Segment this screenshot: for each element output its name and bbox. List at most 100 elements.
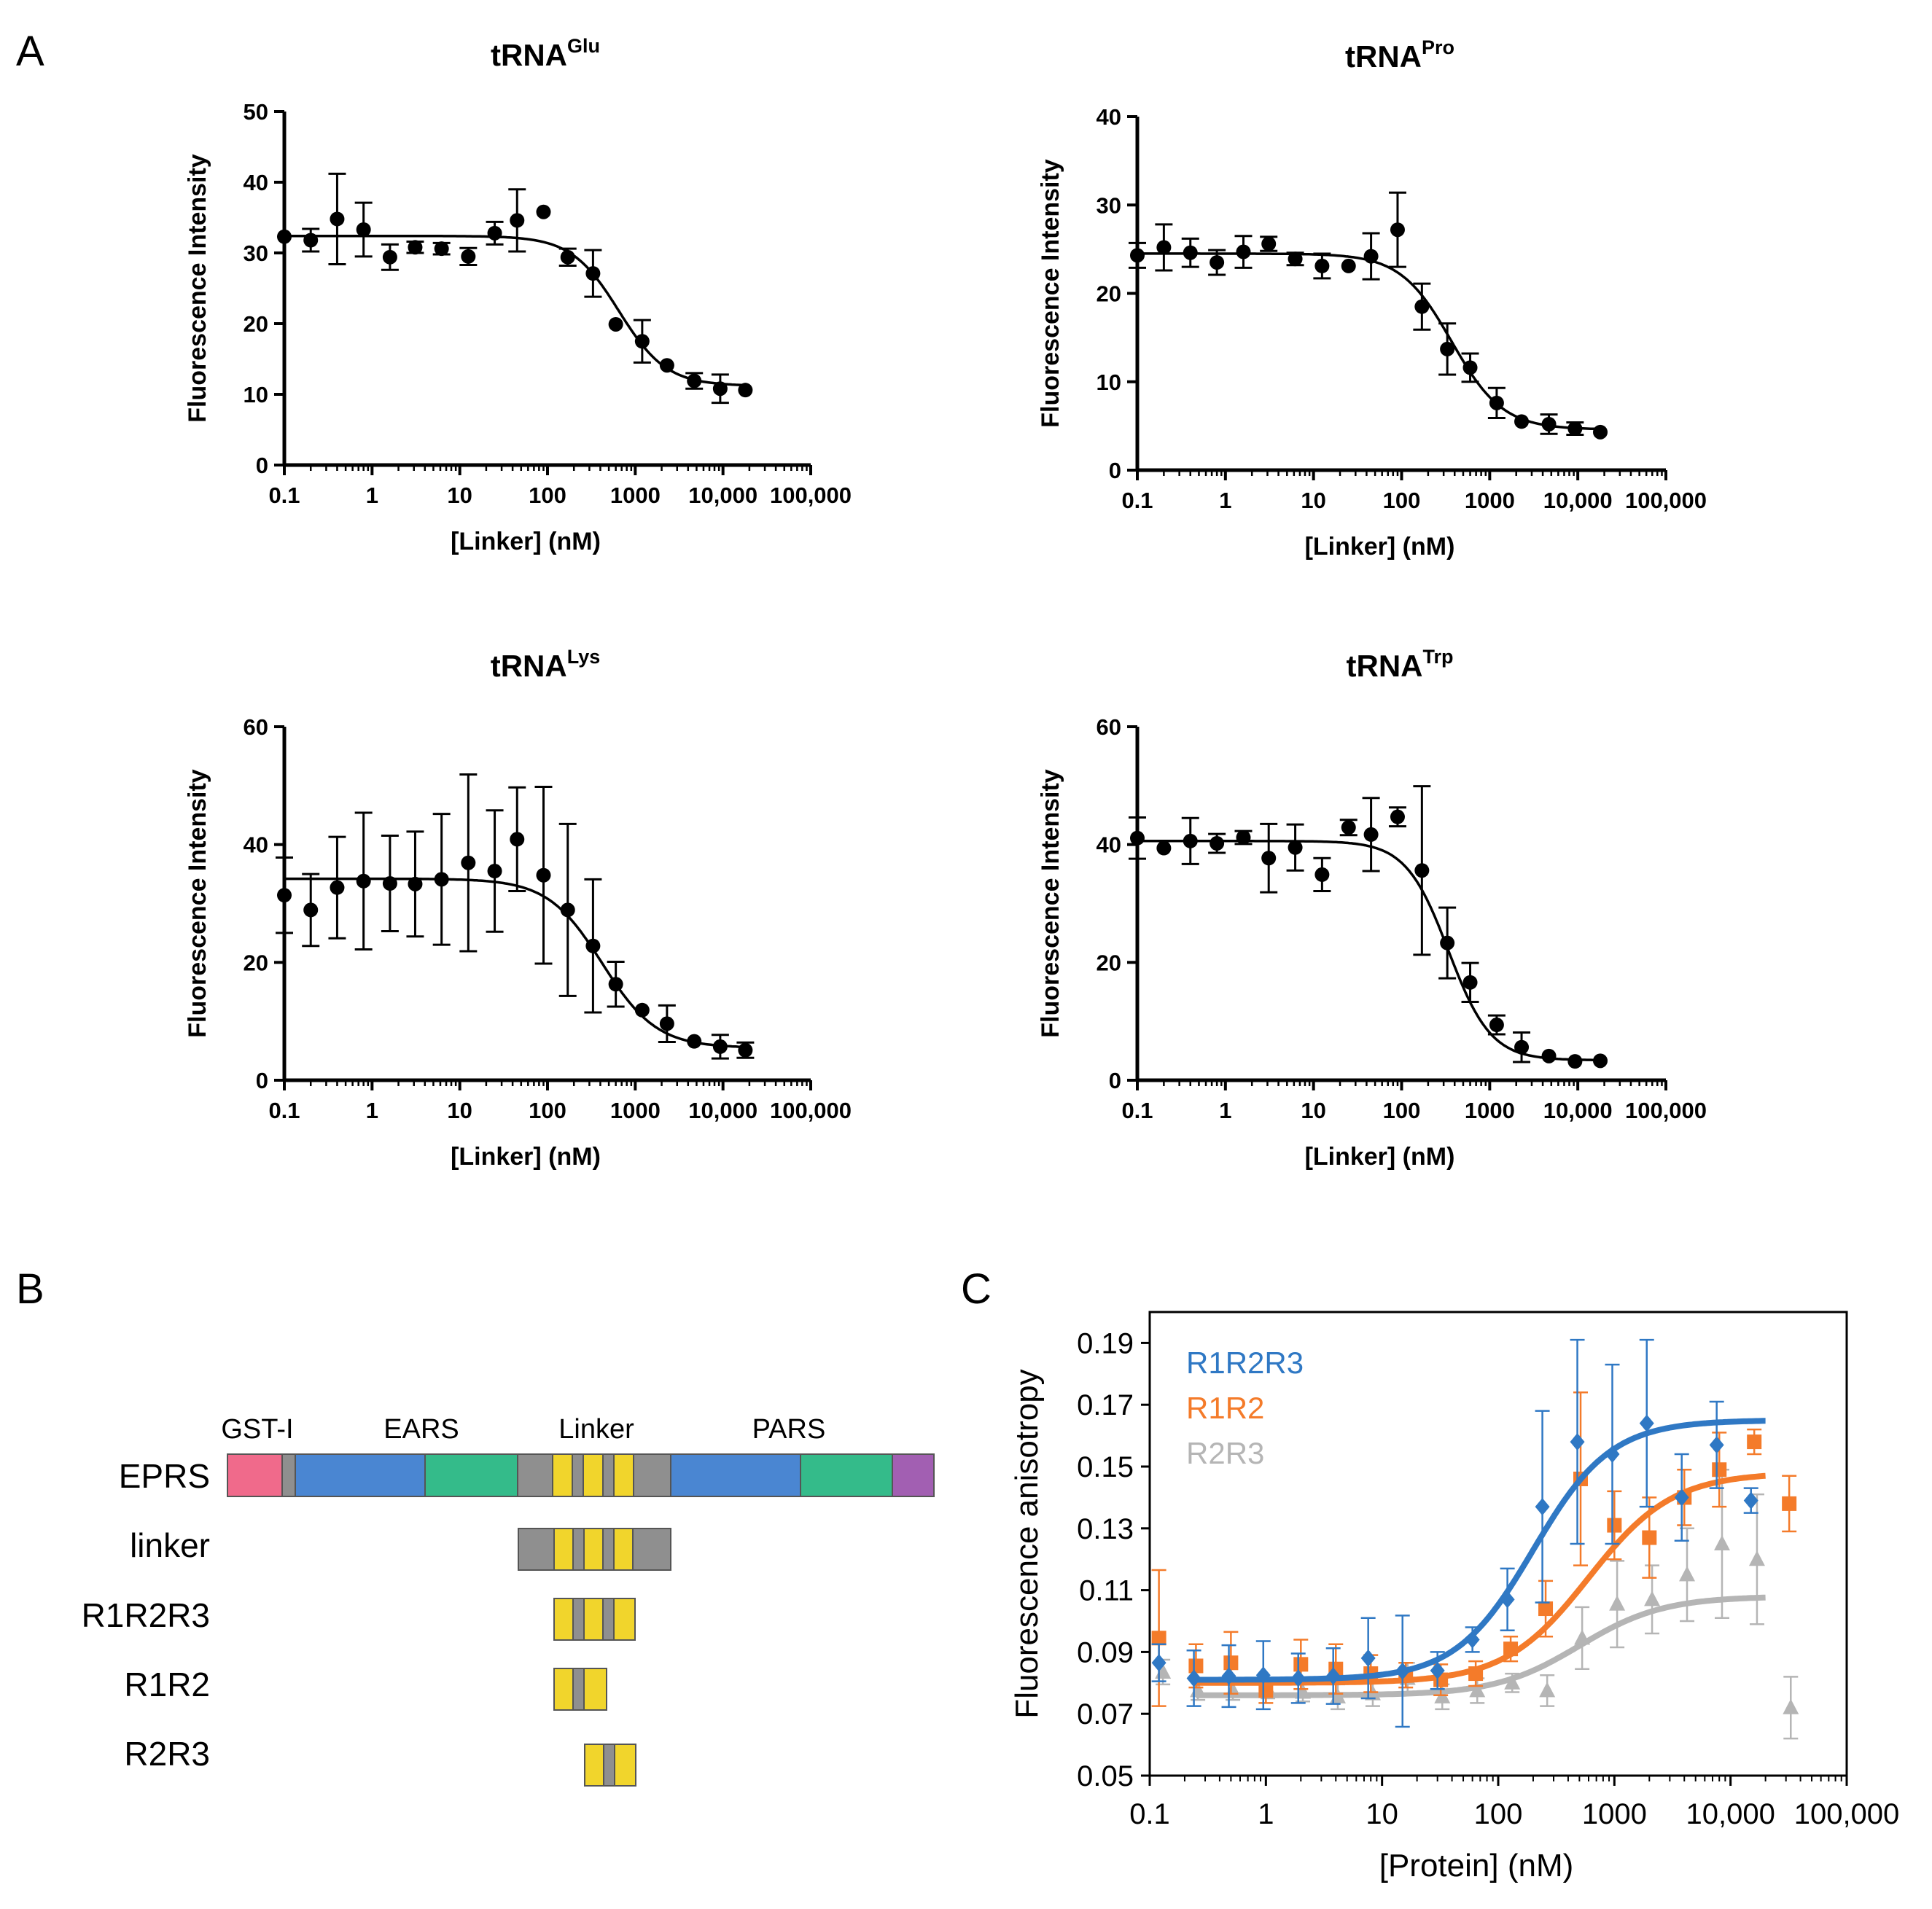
data-point-triangle xyxy=(1574,1629,1591,1645)
x-tick-label: 0.1 xyxy=(1121,1098,1153,1123)
data-point xyxy=(1236,244,1251,259)
x-tick-label: 100 xyxy=(529,483,566,508)
chart-title-superscript: Glu xyxy=(567,35,600,57)
data-point-square xyxy=(1293,1657,1309,1672)
gst-ears-spacer xyxy=(281,1453,296,1497)
data-point xyxy=(1567,421,1583,437)
data-point-triangle xyxy=(1713,1535,1730,1550)
data-point-square xyxy=(1151,1631,1166,1646)
x-tick-label: 10,000 xyxy=(1543,488,1613,513)
data-point xyxy=(1414,863,1430,878)
eprs-bar xyxy=(227,1453,935,1497)
data-point xyxy=(382,249,397,265)
data-point xyxy=(1210,255,1225,270)
data-point xyxy=(1183,245,1198,260)
x-tick-label: 1 xyxy=(366,1098,378,1123)
data-point-triangle xyxy=(1504,1674,1521,1690)
r1r2r3-repeat-r3 xyxy=(613,1598,636,1641)
data-point xyxy=(277,229,292,244)
x-tick-label: 10 xyxy=(1301,1098,1325,1123)
data-point xyxy=(659,1016,674,1031)
data-point xyxy=(1363,249,1379,264)
data-point xyxy=(434,872,449,887)
chart-trna-glu: tRNAGlu 0.1 1 10 100 1000 10,000 100,000 0 10 20 30… xyxy=(184,35,852,555)
data-point-triangle xyxy=(1748,1550,1765,1566)
repeat-r3 xyxy=(613,1453,634,1497)
x-axis-label: [Linker] (nM) xyxy=(1305,1143,1455,1171)
data-point-diamond xyxy=(1605,1445,1620,1464)
data-point xyxy=(1261,236,1277,251)
data-point-diamond xyxy=(1743,1491,1758,1510)
data-point xyxy=(1462,975,1478,990)
chart-trna-lys: tRNALys 0.1 1 10 100 1000 10,000 100,000 0 20 40 60… xyxy=(184,646,852,1171)
data-point xyxy=(277,888,292,903)
x-tick-label: 10,000 xyxy=(1543,1098,1613,1123)
fit-curve xyxy=(1137,840,1600,1062)
x-tick-label: 1000 xyxy=(1465,1098,1515,1123)
construct-label-r1r2r3: R1R2R3 xyxy=(82,1596,210,1634)
legend-entry-r1r2r3: R1R2R3 xyxy=(1186,1346,1304,1380)
x-tick-label: 1 xyxy=(1219,1098,1231,1123)
domain-label-gst: GST-I xyxy=(221,1414,293,1445)
data-point-diamond xyxy=(1395,1662,1410,1680)
data-point xyxy=(560,902,575,918)
data-point xyxy=(1156,840,1172,856)
x-tick-label: 10,000 xyxy=(688,1098,757,1123)
panel-label-b: B xyxy=(16,1265,44,1313)
data-point xyxy=(356,873,371,889)
chart-title: tRNAGlu xyxy=(491,35,600,72)
data-point xyxy=(608,977,623,992)
data-point xyxy=(1314,867,1330,882)
data-point xyxy=(1288,840,1303,855)
data-point xyxy=(510,213,525,228)
x-tick-label: 100,000 xyxy=(1625,1098,1707,1123)
gst-domain xyxy=(227,1453,283,1497)
chart-title: tRNALys xyxy=(491,646,601,683)
y-tick-label: 0.07 xyxy=(1077,1698,1134,1730)
y-tick-label: 40 xyxy=(1097,832,1121,858)
data-point xyxy=(1514,414,1530,429)
data-point-diamond xyxy=(1535,1498,1550,1516)
r1r2-repeat-r1 xyxy=(553,1668,574,1711)
pars-catalytic-domain xyxy=(670,1453,801,1497)
x-tick-label: 100 xyxy=(529,1098,566,1123)
data-point-square xyxy=(1468,1666,1484,1682)
data-point xyxy=(1130,248,1145,263)
data-point xyxy=(1489,395,1504,410)
data-point xyxy=(1130,830,1145,846)
x-tick-label: 10,000 xyxy=(1686,1798,1775,1830)
y-axis-label: Fluorescence Intensity xyxy=(184,154,211,423)
chart-title-main: tRNA xyxy=(1347,649,1423,683)
data-point xyxy=(1183,833,1198,848)
data-point xyxy=(536,204,551,219)
data-point-diamond xyxy=(1465,1631,1480,1649)
chart-trna-pro: tRNAPro 0.1 1 10 100 1000 10,000 100,000 0 10 20 30… xyxy=(1037,36,1707,561)
construct-label-linker: linker xyxy=(130,1526,210,1564)
r1r2r3-repeat-r2 xyxy=(583,1598,604,1641)
data-point xyxy=(712,381,728,397)
construct-label-eprs: EPRS xyxy=(119,1457,210,1495)
data-point xyxy=(687,1034,702,1049)
repeat-r2 xyxy=(583,1453,604,1497)
data-point-diamond xyxy=(1639,1414,1654,1432)
x-tick-label: 10,000 xyxy=(688,483,757,508)
x-tick-label: 100,000 xyxy=(770,1098,852,1123)
data-point-diamond xyxy=(1221,1667,1236,1685)
y-tick-label: 10 xyxy=(244,382,268,407)
data-point-square xyxy=(1747,1434,1762,1450)
data-point xyxy=(1541,1048,1557,1063)
data-point xyxy=(1440,341,1455,356)
x-axis-label: [Linker] (nM) xyxy=(451,528,601,555)
x-tick-label: 1000 xyxy=(1582,1798,1647,1830)
x-tick-label: 1 xyxy=(366,483,378,508)
data-point xyxy=(1314,258,1330,273)
x-tick-label: 100 xyxy=(1474,1798,1523,1830)
data-point xyxy=(536,867,551,883)
data-point xyxy=(634,1002,650,1018)
data-point xyxy=(585,938,601,953)
data-point-triangle xyxy=(1539,1682,1556,1698)
x-tick-label: 1 xyxy=(1258,1798,1274,1830)
chart-title-superscript: Trp xyxy=(1422,646,1453,668)
data-point-diamond xyxy=(1709,1436,1724,1454)
